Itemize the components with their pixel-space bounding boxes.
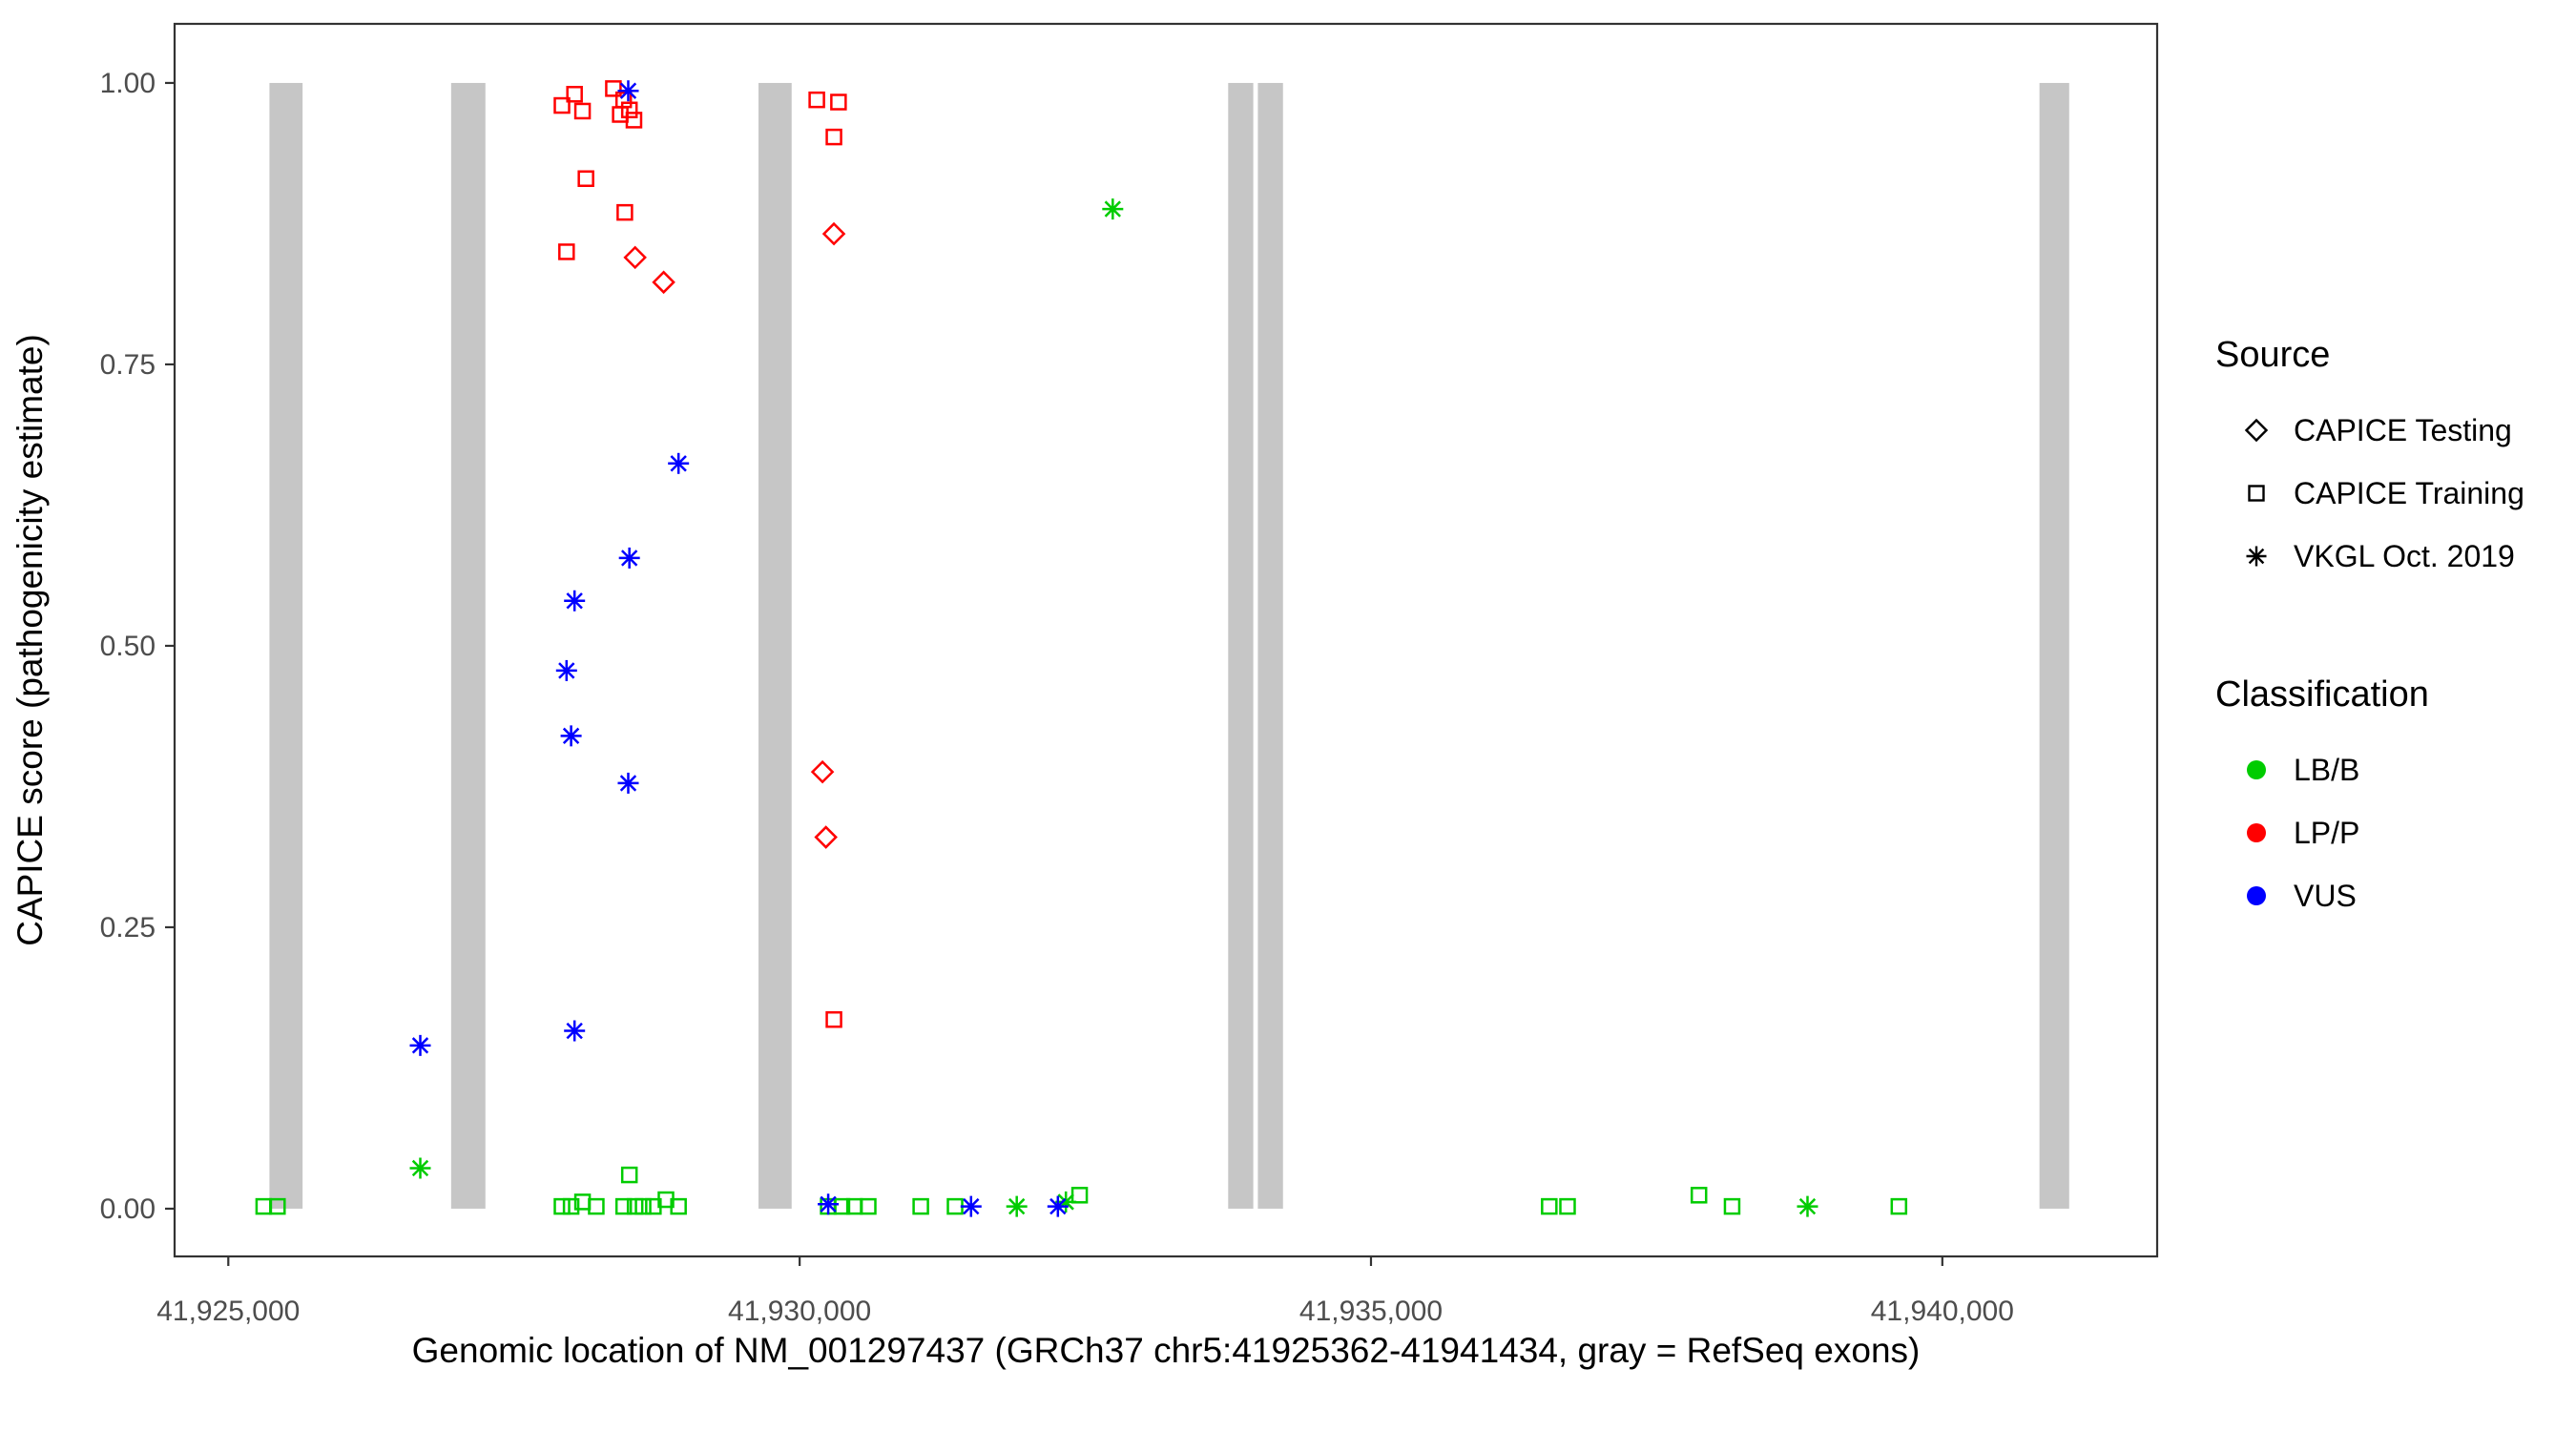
y-tick-label: 0.50: [100, 631, 156, 662]
x-tick-label: 41,935,000: [1299, 1296, 1443, 1327]
data-point-square: [912, 1197, 929, 1215]
data-point-square: [558, 243, 575, 260]
data-point-square: [562, 1197, 580, 1215]
y-tick-label: 0.00: [100, 1193, 156, 1225]
data-point-square: [612, 106, 629, 123]
square-icon: [2240, 477, 2273, 509]
data-point-square: [1559, 1197, 1576, 1215]
data-point-asterisk: [564, 590, 586, 612]
exon-bar: [269, 82, 303, 1209]
exon-bar: [758, 82, 792, 1209]
data-point-diamond: [810, 759, 835, 784]
legend-panel: Source CAPICE Testing CAPICE Training: [2215, 334, 2524, 927]
green-dot-icon: [2240, 754, 2273, 786]
legend-label-capice-testing: CAPICE Testing: [2294, 412, 2512, 447]
data-point-asterisk: [818, 1193, 840, 1215]
legend-label-vus: VUS: [2294, 878, 2357, 913]
red-dot-icon: [2240, 817, 2273, 849]
data-point-asterisk: [564, 1020, 586, 1042]
data-point-square: [833, 1197, 851, 1215]
legend-label-capice-training: CAPICE Training: [2294, 475, 2524, 510]
data-point-square: [566, 86, 583, 103]
asterisk-icon: [2240, 540, 2273, 572]
data-point-square: [553, 96, 571, 114]
data-point-square: [830, 93, 847, 111]
data-point-asterisk: [1047, 1195, 1069, 1217]
data-point-square: [1890, 1197, 1908, 1215]
data-point-square: [625, 112, 643, 129]
data-point-square: [553, 1197, 571, 1215]
data-point-square: [860, 1197, 877, 1215]
data-point-asterisk: [1006, 1195, 1028, 1217]
data-point-asterisk: [1102, 198, 1124, 220]
legend-title-source: Source: [2215, 335, 2331, 375]
data-point-square: [946, 1197, 964, 1215]
exon-bar: [2039, 82, 2069, 1209]
data-point-square: [573, 102, 592, 120]
data-point-square: [670, 1197, 687, 1215]
diamond-icon: [2240, 414, 2273, 446]
data-point-square: [614, 91, 633, 109]
legend-item-lpp: LP/P: [2215, 801, 2524, 864]
exon-bar: [1228, 82, 1254, 1209]
legend-item-vkgl: VKGL Oct. 2019: [2215, 525, 2524, 588]
data-point-square: [620, 101, 638, 119]
legend-item-lbb: LB/B: [2215, 738, 2524, 801]
data-point-square: [634, 1197, 652, 1215]
data-point-square: [605, 80, 622, 97]
data-point-diamond: [821, 221, 846, 246]
data-point-square: [1070, 1187, 1089, 1204]
data-point-asterisk: [409, 1157, 431, 1179]
data-point-square: [808, 91, 825, 109]
data-point-asterisk: [560, 725, 582, 747]
legend-label-lbb: LB/B: [2294, 752, 2360, 787]
data-point-asterisk: [409, 1034, 431, 1056]
legend-item-capice-training: CAPICE Training: [2215, 462, 2524, 525]
data-point-square: [825, 1010, 842, 1028]
data-point-diamond: [623, 245, 647, 270]
x-axis-title: Genomic location of NM_001297437 (GRCh37…: [412, 1331, 1921, 1370]
data-point-asterisk: [668, 452, 690, 474]
data-point-square: [255, 1197, 273, 1215]
legend-item-vus: VUS: [2215, 864, 2524, 927]
panel-border: [173, 22, 2159, 1258]
legend-item-capice-testing: CAPICE Testing: [2215, 399, 2524, 462]
data-point-asterisk: [1797, 1195, 1818, 1217]
y-axis-title: CAPICE score (pathogenicity estimate): [10, 334, 50, 946]
y-tick-label: 0.25: [100, 912, 156, 944]
data-point-asterisk: [617, 772, 639, 794]
data-point-square: [269, 1197, 286, 1215]
x-tick-label: 41,940,000: [1871, 1296, 2014, 1327]
data-point-square: [620, 1166, 638, 1184]
x-tick-label: 41,930,000: [728, 1296, 871, 1327]
y-tick-label: 1.00: [100, 68, 156, 99]
blue-dot-icon: [2240, 880, 2273, 912]
legend-group-classification: Classification LB/B LP/P: [2215, 674, 2524, 927]
exon-bar: [1257, 82, 1283, 1209]
exon-bar: [450, 82, 486, 1209]
data-point-square: [825, 128, 842, 146]
data-point-square: [1690, 1187, 1708, 1204]
data-point-square: [1541, 1197, 1558, 1215]
data-point-diamond: [814, 825, 838, 849]
data-point-asterisk: [960, 1195, 982, 1217]
legend-label-vkgl: VKGL Oct. 2019: [2294, 538, 2515, 573]
data-point-asterisk: [618, 547, 640, 569]
data-point-diamond: [652, 270, 675, 295]
y-tick-label: 0.75: [100, 349, 156, 381]
data-point-square: [577, 170, 594, 188]
data-point-asterisk: [1055, 1191, 1077, 1213]
data-point-asterisk: [555, 659, 577, 681]
data-point-asterisk: [617, 80, 639, 102]
data-point-square: [1723, 1197, 1741, 1215]
x-tick-label: 41,925,000: [156, 1296, 300, 1327]
legend-label-lpp: LP/P: [2294, 815, 2360, 850]
data-point-square: [588, 1197, 605, 1215]
legend-group-source: Source CAPICE Testing CAPICE Training: [2215, 334, 2524, 588]
data-point-square: [616, 203, 634, 221]
legend-title-classification: Classification: [2215, 674, 2429, 715]
data-point-square: [614, 1197, 633, 1215]
